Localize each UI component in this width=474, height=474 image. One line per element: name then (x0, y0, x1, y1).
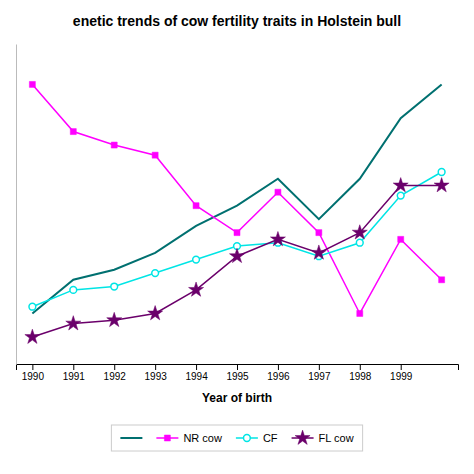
x-tick: 1997 (308, 364, 331, 382)
legend-label: CF (263, 432, 278, 444)
point (439, 277, 445, 283)
point (229, 248, 244, 262)
x-tick-mark (360, 364, 361, 370)
x-tick-mark (237, 364, 238, 370)
point (111, 283, 118, 290)
x-tick-label: 1990 (22, 371, 45, 382)
x-axis-line (17, 365, 459, 371)
point (70, 129, 76, 135)
x-tick-label: 1993 (145, 371, 168, 382)
x-tick-mark (319, 364, 320, 370)
series (32, 84, 441, 313)
legend-marker (164, 435, 170, 441)
legend-label: NR cow (183, 432, 222, 444)
x-tick-label: 1995 (226, 371, 249, 382)
point (152, 152, 158, 158)
point (275, 189, 281, 195)
y-axis-line (16, 45, 17, 365)
legend-item (120, 438, 142, 439)
legend-label: FL cow (319, 432, 354, 444)
point (66, 316, 81, 330)
series (25, 178, 449, 344)
point (25, 329, 40, 343)
point (397, 192, 404, 199)
x-tick-mark (114, 364, 115, 370)
series (29, 169, 445, 311)
legend-item: FL cow (292, 430, 354, 444)
x-tick-mark (278, 364, 279, 370)
chart: enetic trends of cow fertility traits in… (0, 0, 474, 474)
x-tick-label: 1991 (63, 371, 86, 382)
point (398, 236, 404, 242)
x-tick-mark (401, 364, 402, 370)
x-tick: 1990 (22, 364, 45, 382)
x-tick-mark (196, 364, 197, 370)
x-tick-label: 1996 (267, 371, 290, 382)
legend-marker (244, 435, 251, 442)
x-tick-label: 1992 (104, 371, 127, 382)
series (29, 81, 444, 316)
point (70, 287, 77, 294)
point (352, 225, 367, 239)
legend-box (111, 425, 362, 451)
y-axis (16, 45, 17, 365)
x-tick-label: 1999 (390, 371, 413, 382)
x-tick-label: 1997 (308, 371, 331, 382)
point (193, 256, 200, 263)
line (32, 172, 441, 307)
point (270, 231, 285, 245)
line (32, 84, 441, 313)
x-tick-mark (73, 364, 74, 370)
point (189, 282, 204, 296)
title: enetic trends of cow fertility traits in… (73, 13, 401, 29)
x-tick: 1992 (104, 364, 127, 382)
plot-area (25, 81, 449, 343)
point (29, 81, 35, 87)
x-tick: 1995 (226, 364, 249, 382)
point (152, 270, 159, 277)
point (438, 169, 445, 176)
legend-item: CF (236, 432, 278, 444)
point (311, 245, 326, 259)
legend-handle (120, 437, 142, 439)
x-tick: 1996 (267, 364, 290, 382)
point (393, 178, 408, 192)
x-tick: 1991 (63, 364, 86, 382)
legend: NR cow CF FL cow (111, 425, 362, 451)
legend-marker (295, 430, 310, 444)
x-axis-label: Year of birth (202, 391, 272, 405)
line (32, 185, 441, 337)
x-tick: 1993 (145, 364, 168, 382)
x-axis: 1990 1991 1992 1993 1994 1995 1996 1997 1998 1999 (17, 364, 459, 382)
point (234, 230, 240, 236)
point (357, 310, 363, 316)
point (29, 303, 36, 310)
x-tick-label: 1994 (185, 371, 208, 382)
point (316, 230, 322, 236)
x-tick-mark (32, 364, 33, 370)
x-tick: 1999 (390, 364, 413, 382)
x-tick: 1994 (185, 364, 208, 382)
point (111, 142, 117, 148)
point (148, 306, 163, 320)
legend-item: NR cow (156, 432, 222, 444)
x-tick: 1998 (349, 364, 372, 382)
point (107, 312, 122, 326)
point (193, 203, 199, 209)
x-tick-label: 1998 (349, 371, 372, 382)
point (356, 239, 363, 246)
point (434, 178, 449, 192)
x-tick-mark (155, 364, 156, 370)
line (32, 84, 441, 313)
